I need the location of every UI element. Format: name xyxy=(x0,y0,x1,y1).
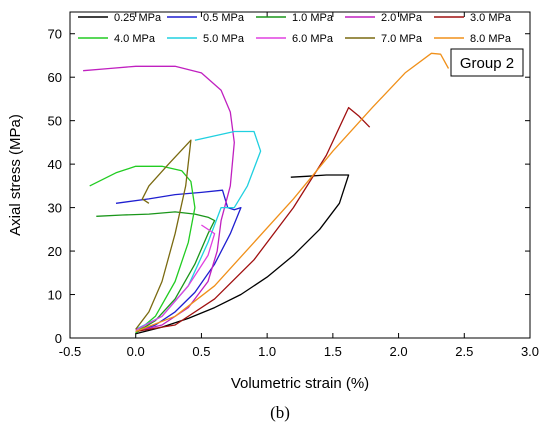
y-tick-label: 40 xyxy=(48,157,62,172)
legend-label: 1.0 MPa xyxy=(292,12,334,24)
legend: 0.25 MPa 0.5 MPa 1.0 MPa 2.0 MPa 3.0 MPa 4.0 … xyxy=(78,12,512,45)
legend-label: 6.0 MPa xyxy=(292,33,334,45)
legend-label: 0.5 MPa xyxy=(203,12,245,24)
x-tick-label: 3.0 xyxy=(521,344,539,359)
legend-label: 3.0 MPa xyxy=(470,12,512,24)
legend-label: 0.25 MPa xyxy=(114,12,162,24)
x-tick-label: 0.0 xyxy=(127,344,145,359)
series-line-1 xyxy=(115,189,242,333)
y-tick-label: 20 xyxy=(48,244,62,259)
legend-label: 5.0 MPa xyxy=(203,33,245,45)
x-tick-label: 2.0 xyxy=(390,344,408,359)
legend-label: 8.0 MPa xyxy=(470,33,512,45)
group-label: Group 2 xyxy=(460,55,514,72)
x-tick-label: 1.0 xyxy=(258,344,276,359)
series-line-5 xyxy=(89,165,196,334)
x-tick-label: 0.5 xyxy=(192,344,210,359)
series-line-0 xyxy=(135,174,350,335)
x-tick-label: 2.5 xyxy=(455,344,473,359)
axis-ticks: -0.5 0.0 0.5 1.0 1.5 2.0 2.5 3.0 0 10 20 30 40 50 60 70 xyxy=(48,12,539,359)
x-tick-label: 1.5 xyxy=(324,344,342,359)
y-tick-label: 50 xyxy=(48,114,62,129)
y-tick-label: 60 xyxy=(48,70,62,85)
series-line-3 xyxy=(83,65,235,333)
plot-frame xyxy=(69,11,531,339)
y-tick-label: 70 xyxy=(48,27,62,42)
series-line-9 xyxy=(135,52,450,333)
legend-label: 2.0 MPa xyxy=(381,12,423,24)
x-tick-label: -0.5 xyxy=(59,344,81,359)
series-line-7 xyxy=(135,224,216,331)
legend-label: 7.0 MPa xyxy=(381,33,423,45)
figure-caption: (b) xyxy=(270,403,290,422)
y-tick-label: 10 xyxy=(48,288,62,303)
x-axis-title: Volumetric strain (%) xyxy=(231,375,369,392)
y-tick-label: 30 xyxy=(48,201,62,216)
series-line-2 xyxy=(96,211,216,334)
series-layer xyxy=(83,52,450,335)
series-line-8 xyxy=(135,139,192,330)
y-axis-title: Axial stress (MPa) xyxy=(7,114,24,236)
y-tick-label: 0 xyxy=(55,331,62,346)
series-line-4 xyxy=(135,106,371,333)
legend-label: 4.0 MPa xyxy=(114,33,156,45)
group-label-box xyxy=(450,48,524,77)
